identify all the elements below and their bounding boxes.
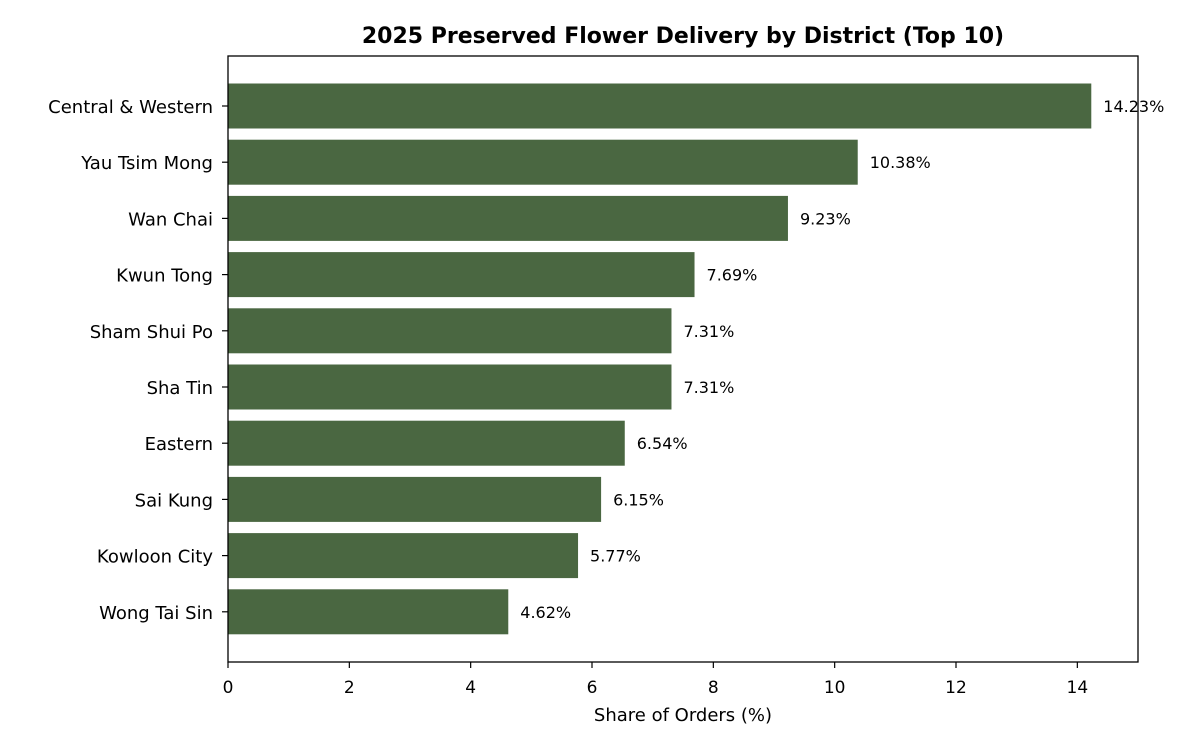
x-tick-label: 0 bbox=[223, 678, 234, 698]
category-label: Eastern bbox=[145, 434, 213, 455]
data-label: 5.77% bbox=[590, 547, 641, 566]
bar bbox=[228, 139, 858, 185]
data-label: 14.23% bbox=[1103, 97, 1164, 116]
data-label: 7.69% bbox=[707, 266, 758, 285]
category-label: Sham Shui Po bbox=[90, 322, 213, 343]
bar bbox=[228, 195, 788, 241]
data-label: 7.31% bbox=[683, 322, 734, 341]
bar bbox=[228, 420, 625, 466]
x-axis: 0 2 4 6 8 10 12 14 bbox=[223, 662, 1089, 698]
bar bbox=[228, 308, 672, 354]
category-label: Sai Kung bbox=[135, 490, 213, 511]
bars-layer: 14.23% 10.38% 9.23% 7.69% 7.31% 7.31% 6.54% 6.1… bbox=[228, 83, 1164, 635]
x-tick-label: 4 bbox=[465, 678, 476, 698]
category-label: Wong Tai Sin bbox=[99, 603, 213, 624]
plot-frame bbox=[227, 55, 1139, 663]
category-label: Kwun Tong bbox=[116, 266, 213, 287]
bar bbox=[228, 476, 602, 522]
bar bbox=[228, 364, 672, 410]
category-label: Sha Tin bbox=[147, 378, 213, 399]
bar bbox=[228, 589, 509, 635]
chart-title: 2025 Preserved Flower Delivery by Distri… bbox=[362, 24, 1004, 49]
x-tick-label: 14 bbox=[1067, 678, 1089, 698]
y-axis: Central & Western Yau Tsim Mong Wan Chai Kw… bbox=[48, 97, 228, 624]
category-label: Kowloon City bbox=[97, 547, 213, 568]
bar bbox=[228, 533, 579, 579]
x-tick-label: 2 bbox=[344, 678, 355, 698]
x-axis-label: Share of Orders (%) bbox=[594, 705, 772, 726]
category-label: Central & Western bbox=[48, 97, 213, 118]
x-tick-label: 6 bbox=[587, 678, 598, 698]
x-tick-label: 12 bbox=[945, 678, 967, 698]
data-label: 4.62% bbox=[520, 603, 571, 622]
data-label: 7.31% bbox=[683, 378, 734, 397]
data-label: 6.54% bbox=[637, 434, 688, 453]
x-tick-label: 10 bbox=[824, 678, 846, 698]
category-label: Yau Tsim Mong bbox=[80, 153, 213, 174]
category-label: Wan Chai bbox=[128, 209, 213, 230]
data-label: 9.23% bbox=[800, 209, 851, 228]
data-label: 10.38% bbox=[870, 153, 931, 172]
bar bbox=[228, 83, 1092, 129]
bar bbox=[228, 252, 695, 298]
data-label: 6.15% bbox=[613, 490, 664, 509]
x-tick-label: 8 bbox=[708, 678, 719, 698]
